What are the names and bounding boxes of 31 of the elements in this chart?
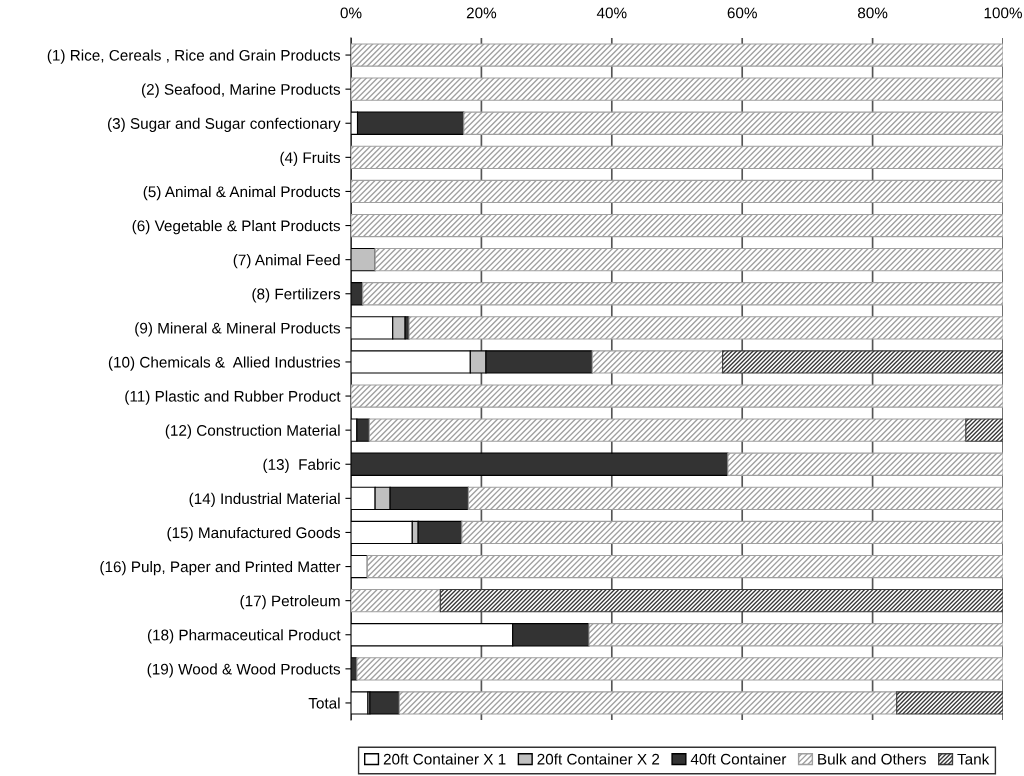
- y-tick-label: (13) Fabric: [263, 458, 341, 473]
- x-tick-label: 80%: [857, 7, 888, 19]
- y-tick-label: (12) Construction Material: [165, 424, 340, 439]
- legend-label: 20ft Container X 2: [537, 753, 660, 765]
- y-tick-label: (14) Industrial Material: [189, 492, 340, 508]
- y-tick-label: (18) Pharmaceutical Product: [147, 629, 341, 644]
- y-tick-label: (5) Animal & Animal Products: [143, 185, 341, 201]
- y-tick-label: (7) Animal Feed: [233, 254, 340, 269]
- legend-label: 20ft Container X 1: [383, 753, 506, 765]
- y-tick-label: (19) Wood & Wood Products: [147, 663, 341, 678]
- legend-label: 40ft Container: [690, 753, 787, 765]
- y-tick-label: (17) Petroleum: [240, 595, 340, 610]
- y-tick-label: (2) Seafood, Marine Products: [141, 83, 341, 98]
- y-tick-label: (11) Plastic and Rubber Product: [125, 390, 341, 405]
- x-tick-label: 60%: [727, 7, 757, 19]
- y-tick-label: (3) Sugar and Sugar confectionary: [108, 117, 341, 132]
- y-tick-label: (15) Manufactured Goods: [167, 526, 341, 542]
- legend-label: Tank: [957, 753, 990, 765]
- y-tick-label: (1) Rice, Cereals , Rice and Grain Products: [47, 49, 341, 64]
- x-tick-label: 100%: [984, 7, 1022, 19]
- x-tick-label: 20%: [466, 7, 497, 19]
- y-tick-label: (16) Pulp, Paper and Printed Matter: [100, 561, 341, 576]
- y-tick-label: (9) Mineral & Mineral Products: [135, 322, 341, 337]
- y-tick-label: Total: [308, 697, 340, 709]
- y-tick-label: (4) Fruits: [280, 151, 341, 167]
- y-tick-label: (8) Fertilizers: [252, 288, 341, 303]
- x-tick-label: 40%: [596, 7, 627, 19]
- legend-label: Bulk and Others: [818, 753, 926, 765]
- y-tick-label: (6) Vegetable & Plant Products: [132, 220, 341, 235]
- x-tick-label: 0%: [340, 7, 362, 19]
- y-tick-label: (10) Chemicals & Allied Industries: [108, 356, 341, 371]
